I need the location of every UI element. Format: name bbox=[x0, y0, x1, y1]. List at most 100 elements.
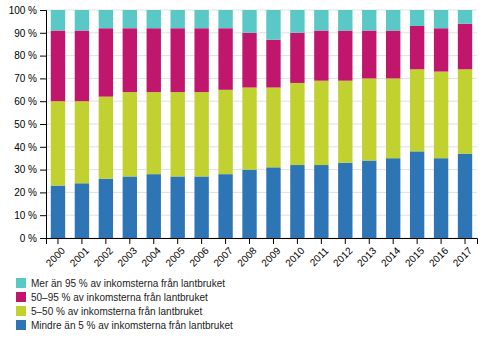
bar-segment bbox=[194, 176, 208, 238]
y-tick-label: 90 % bbox=[14, 28, 37, 39]
bar-segment bbox=[242, 33, 256, 88]
bar-segment bbox=[338, 81, 352, 163]
bar-segment bbox=[242, 10, 256, 33]
y-tick-mark bbox=[40, 101, 46, 102]
bar-segment bbox=[218, 90, 232, 174]
y-tick-label: 70 % bbox=[14, 73, 37, 84]
y-tick-mark bbox=[40, 215, 46, 216]
y-tick: 20 % bbox=[14, 187, 46, 198]
x-tick-mark bbox=[321, 238, 322, 244]
bar-segment bbox=[218, 174, 232, 238]
legend-swatch bbox=[16, 278, 26, 288]
bar-segment bbox=[147, 28, 161, 92]
y-tick: 100 % bbox=[9, 5, 46, 16]
bar-segment bbox=[51, 186, 65, 238]
bar-segment bbox=[99, 28, 113, 96]
legend-swatch bbox=[16, 306, 26, 316]
bar-segment bbox=[338, 163, 352, 238]
x-tick: 2009 bbox=[259, 238, 283, 269]
bar-segment bbox=[434, 158, 448, 238]
x-tick-label: 2017 bbox=[451, 245, 475, 269]
bar-segment bbox=[242, 170, 256, 238]
x-tick-mark bbox=[273, 238, 274, 244]
bar-segment bbox=[242, 88, 256, 170]
x-tick: 2017 bbox=[451, 238, 475, 269]
legend-item: 50–95 % av inkomsterna från lantbruket bbox=[16, 292, 208, 303]
bar-segment bbox=[194, 92, 208, 176]
chart: 0 %10 %20 %30 %40 %50 %60 %70 %80 %90 %1… bbox=[0, 0, 491, 340]
x-tick-label: 2005 bbox=[163, 245, 187, 269]
bar-segment bbox=[386, 31, 400, 79]
bar-segment bbox=[410, 69, 424, 151]
x-axis-line bbox=[47, 239, 478, 245]
x-tick-mark bbox=[81, 238, 82, 244]
y-tick-mark bbox=[40, 78, 46, 79]
y-tick: 70 % bbox=[14, 73, 46, 84]
y-tick-mark bbox=[40, 147, 46, 148]
bar-segment bbox=[147, 174, 161, 238]
x-tick-mark bbox=[201, 238, 202, 244]
legend-label: Mindre än 5 % av inkomsterna från lantbr… bbox=[31, 320, 233, 331]
x-tick-label: 2003 bbox=[115, 245, 139, 269]
bar-segment bbox=[194, 10, 208, 28]
bar-segment bbox=[99, 97, 113, 179]
y-tick-label: 80 % bbox=[14, 50, 37, 61]
legend-label: 50–95 % av inkomsterna från lantbruket bbox=[31, 292, 208, 303]
y-tick: 50 % bbox=[14, 119, 46, 130]
bars bbox=[51, 10, 472, 238]
x-tick-label: 2002 bbox=[92, 245, 116, 269]
legend-item: 5–50 % av inkomsterna från lantbruket bbox=[16, 306, 202, 317]
bar-segment bbox=[171, 10, 185, 28]
x-tick: 2002 bbox=[92, 238, 116, 269]
x-tick-label: 2001 bbox=[68, 245, 92, 269]
y-tick-mark bbox=[40, 10, 46, 11]
bar-segment bbox=[266, 10, 280, 40]
x-tick-label: 2013 bbox=[355, 245, 379, 269]
x-tick-label: 2006 bbox=[187, 245, 211, 269]
plot: 0 %10 %20 %30 %40 %50 %60 %70 %80 %90 %1… bbox=[9, 5, 478, 269]
bar-segment bbox=[410, 151, 424, 238]
bar-segment bbox=[410, 26, 424, 69]
bar-segment bbox=[410, 10, 424, 26]
x-tick-mark bbox=[153, 238, 154, 244]
x-tick-label: 2015 bbox=[403, 245, 427, 269]
bar-segment bbox=[218, 28, 232, 90]
bar-segment bbox=[314, 81, 328, 165]
bar-segment bbox=[434, 10, 448, 28]
x-tick: 2000 bbox=[44, 238, 68, 269]
bar-segment bbox=[338, 31, 352, 81]
bar-segment bbox=[434, 28, 448, 71]
x-tick-label: 2008 bbox=[235, 245, 259, 269]
x-tick-mark bbox=[297, 238, 298, 244]
x-tick-mark bbox=[249, 238, 250, 244]
y-tick-mark bbox=[40, 170, 46, 171]
legend-swatch bbox=[16, 320, 26, 330]
x-tick-mark bbox=[177, 238, 178, 244]
bar-segment bbox=[171, 92, 185, 176]
bar-segment bbox=[51, 101, 65, 185]
x-tick-mark bbox=[441, 238, 442, 244]
y-tick: 30 % bbox=[14, 164, 46, 175]
bar-segment bbox=[123, 176, 137, 238]
x-tick: 2006 bbox=[187, 238, 211, 269]
bar-segment bbox=[266, 167, 280, 238]
bar-segment bbox=[362, 78, 376, 160]
x-tick: 2012 bbox=[331, 238, 355, 269]
x-tick-mark bbox=[417, 238, 418, 244]
y-tick-label: 50 % bbox=[14, 119, 37, 130]
bar-segment bbox=[314, 165, 328, 238]
x-tick-label: 2009 bbox=[259, 245, 283, 269]
bar-series bbox=[51, 10, 472, 40]
x-tick: 2011 bbox=[308, 238, 331, 268]
bar-segment bbox=[75, 101, 89, 183]
y-tick-label: 60 % bbox=[14, 96, 37, 107]
bar-segment bbox=[123, 10, 137, 28]
bar-segment bbox=[458, 10, 472, 24]
y-tick-label: 0 % bbox=[20, 233, 37, 244]
chart-container: 0 %10 %20 %30 %40 %50 %60 %70 %80 %90 %1… bbox=[0, 0, 491, 340]
bar-segment bbox=[314, 10, 328, 31]
x-tick-mark bbox=[57, 238, 58, 244]
grid bbox=[46, 10, 477, 238]
legend-label: 5–50 % av inkomsterna från lantbruket bbox=[31, 306, 202, 317]
bar-segment bbox=[386, 78, 400, 158]
